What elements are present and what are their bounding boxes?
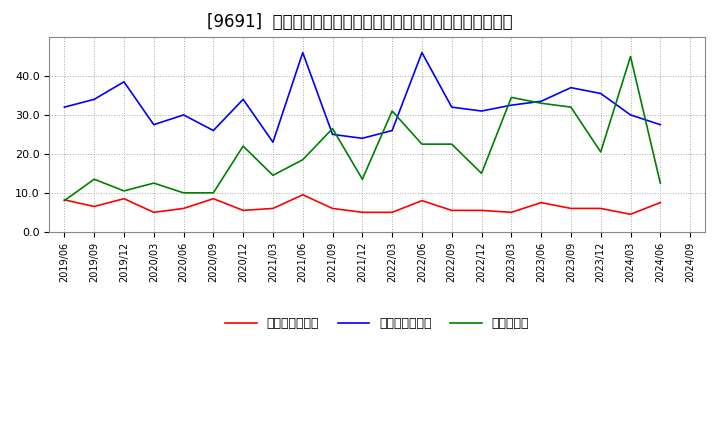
売上債権回転率	[328, 206, 337, 211]
買入債務回転率	[358, 136, 366, 141]
売上債権回転率	[388, 210, 397, 215]
売上債権回転率	[418, 198, 426, 203]
売上債権回転率	[60, 197, 68, 202]
売上債権回転率	[626, 212, 635, 217]
売上債権回転率	[298, 192, 307, 198]
在庫回転率	[179, 190, 188, 195]
買入債務回転率	[596, 91, 605, 96]
売上債権回転率	[179, 206, 188, 211]
在庫回転率	[120, 188, 128, 194]
在庫回転率	[328, 126, 337, 131]
買入債務回転率	[447, 104, 456, 110]
在庫回転率	[656, 180, 665, 186]
買入債務回転率	[626, 112, 635, 117]
売上債権回転率	[447, 208, 456, 213]
買入債務回転率	[150, 122, 158, 127]
買入債務回転率	[656, 122, 665, 127]
Line: 買入債務回転率: 買入債務回転率	[64, 53, 660, 142]
売上債権回転率	[120, 196, 128, 202]
Legend: 売上債権回転率, 買入債務回転率, 在庫回転率: 売上債権回転率, 買入債務回転率, 在庫回転率	[220, 312, 534, 335]
買入債務回転率	[507, 103, 516, 108]
売上債権回転率	[596, 206, 605, 211]
売上債権回転率	[537, 200, 546, 205]
在庫回転率	[90, 176, 99, 182]
売上債権回転率	[358, 210, 366, 215]
買入債務回転率	[120, 79, 128, 84]
売上債権回転率	[150, 210, 158, 215]
Text: [9691]  売上債権回転率、買入債務回転率、在庫回転率の推移: [9691] 売上債権回転率、買入債務回転率、在庫回転率の推移	[207, 13, 513, 31]
買入債務回転率	[298, 50, 307, 55]
在庫回転率	[507, 95, 516, 100]
在庫回転率	[388, 108, 397, 114]
売上債権回転率	[209, 196, 217, 202]
在庫回転率	[596, 149, 605, 154]
在庫回転率	[269, 172, 277, 178]
買入債務回転率	[388, 128, 397, 133]
在庫回転率	[298, 157, 307, 162]
在庫回転率	[537, 101, 546, 106]
買入債務回転率	[239, 97, 248, 102]
売上債権回転率	[269, 206, 277, 211]
売上債権回転率	[507, 210, 516, 215]
売上債権回転率	[567, 206, 575, 211]
買入債務回転率	[537, 99, 546, 104]
売上債権回転率	[239, 208, 248, 213]
買入債務回転率	[418, 50, 426, 55]
買入債務回転率	[477, 108, 486, 114]
買入債務回転率	[60, 104, 68, 110]
在庫回転率	[150, 180, 158, 186]
在庫回転率	[239, 143, 248, 149]
売上債権回転率	[656, 200, 665, 205]
売上債権回転率	[477, 208, 486, 213]
在庫回転率	[60, 198, 68, 203]
在庫回転率	[626, 54, 635, 59]
在庫回転率	[447, 142, 456, 147]
在庫回転率	[477, 171, 486, 176]
Line: 在庫回転率: 在庫回転率	[64, 56, 660, 201]
買入債務回転率	[179, 112, 188, 117]
買入債務回転率	[328, 132, 337, 137]
買入債務回転率	[209, 128, 217, 133]
在庫回転率	[418, 142, 426, 147]
在庫回転率	[358, 176, 366, 182]
買入債務回転率	[269, 139, 277, 145]
Line: 売上債権回転率: 売上債権回転率	[64, 195, 660, 214]
売上債権回転率	[90, 204, 99, 209]
在庫回転率	[209, 190, 217, 195]
在庫回転率	[567, 104, 575, 110]
買入債務回転率	[90, 97, 99, 102]
買入債務回転率	[567, 85, 575, 90]
